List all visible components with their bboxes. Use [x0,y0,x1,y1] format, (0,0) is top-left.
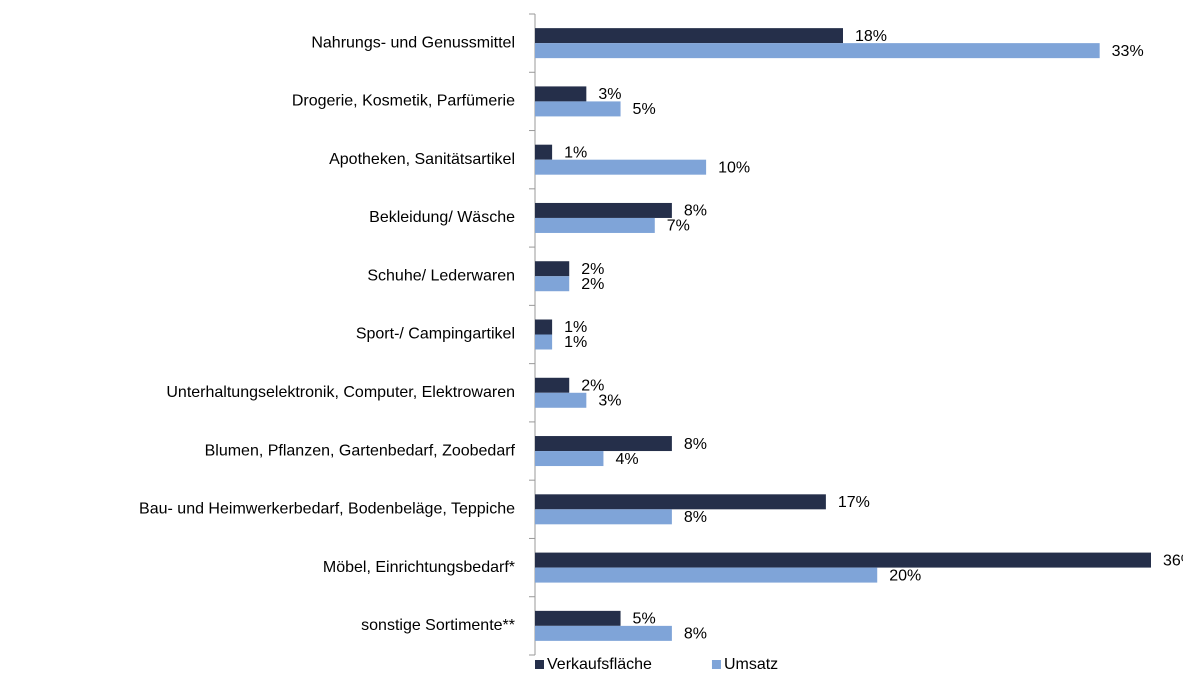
data-label: 1% [564,334,587,351]
data-label: 5% [633,101,656,118]
category-label: Apotheken, Sanitätsartikel [329,151,515,168]
bar [535,319,553,335]
data-label: 2% [581,276,604,293]
data-label: 8% [684,203,707,220]
legend-swatch [711,660,721,669]
data-label: 4% [615,451,638,468]
category-label: Bau- und Heimwerkerbedarf, Bodenbeläge, … [139,501,515,518]
bar [535,86,587,102]
bar [535,334,553,350]
data-label: 1% [564,319,587,336]
legend-label: Umsatz [724,656,778,673]
data-label: 20% [889,567,921,584]
bar [535,552,1151,568]
legend-label: Verkaufsfläche [547,656,652,673]
data-label: 3% [598,86,621,103]
bar [535,217,655,233]
data-label: 2% [581,377,604,394]
category-label: Sport-/ Campingartikel [356,326,515,343]
category-label: Bekleidung/ Wäsche [369,209,515,226]
bar [535,494,826,510]
bar [535,436,672,452]
legend-swatch [535,660,544,669]
bar [535,144,553,160]
category-label: sonstige Sortimente** [361,617,515,634]
bar [535,159,707,175]
category-label: Unterhaltungselektronik, Computer, Elekt… [166,384,515,401]
bar [535,509,672,525]
category-label: Schuhe/ Lederwaren [367,267,515,284]
bar [535,28,843,44]
data-label: 7% [667,218,690,235]
bar [535,610,621,626]
category-label: Nahrungs- und Genussmittel [311,34,515,51]
data-label: 2% [581,261,604,278]
data-label: 8% [684,436,707,453]
data-label: 36% [1163,552,1183,569]
category-label: Drogerie, Kosmetik, Parfümerie [292,93,515,110]
data-label: 33% [1112,43,1144,60]
data-label: 17% [838,494,870,511]
bar [535,261,570,277]
data-label: 3% [598,392,621,409]
bar [535,202,672,218]
category-label: Möbel, Einrichtungsbedarf* [323,559,515,576]
bar [535,101,621,117]
category-label: Blumen, Pflanzen, Gartenbedarf, Zoobedar… [205,442,516,459]
bar [535,567,878,583]
bar [535,392,587,408]
bar [535,377,570,393]
bar [535,43,1100,59]
data-label: 5% [633,611,656,628]
bar [535,276,570,292]
data-label: 1% [564,144,587,161]
bar [535,451,604,467]
bar [535,625,672,641]
data-label: 8% [684,509,707,526]
data-label: 8% [684,626,707,643]
data-label: 10% [718,159,750,176]
data-label: 18% [855,28,887,45]
